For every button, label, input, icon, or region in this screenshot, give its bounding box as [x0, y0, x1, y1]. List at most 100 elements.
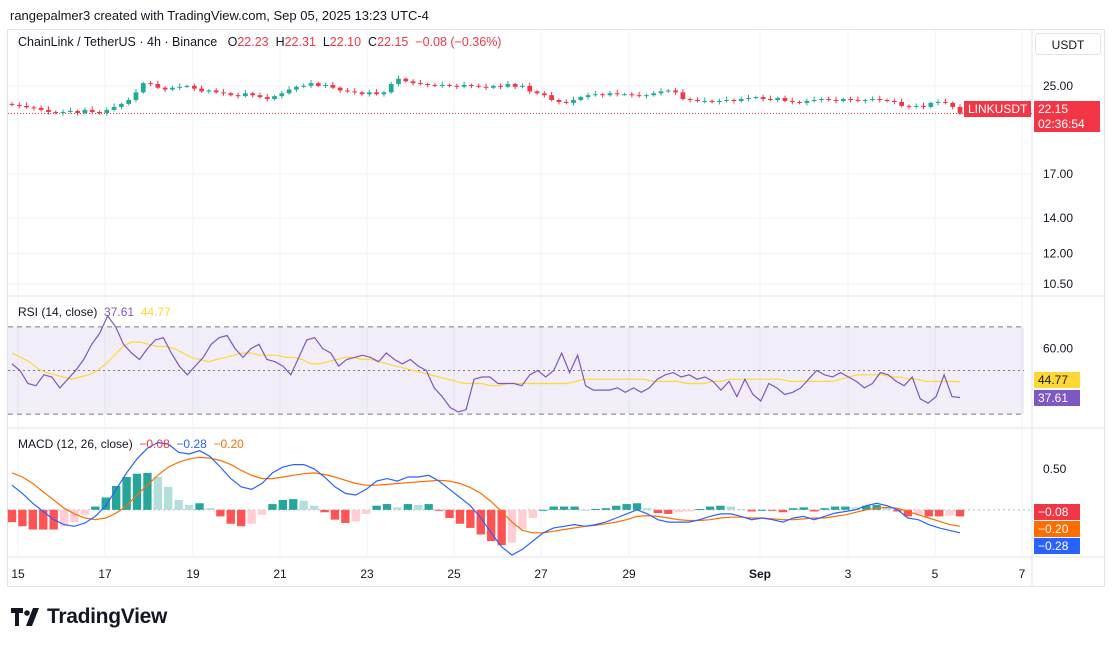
candle-body [89, 109, 95, 112]
candle-body [775, 98, 781, 100]
symbol-label: ChainLink / TetherUS · 4h · Binance [18, 35, 218, 49]
candle-body [148, 83, 153, 85]
currency-button[interactable]: USDT [1035, 33, 1101, 55]
candle-body [884, 99, 890, 101]
macd-histogram-bar [28, 509, 38, 530]
macd-histogram-bar [164, 486, 173, 510]
macd-histogram-bar [424, 504, 433, 510]
macd-histogram-bar [80, 509, 90, 515]
symbol-tag: LINKUSDT [964, 101, 1032, 117]
macd-histogram-bar [18, 509, 27, 527]
price-tick-label: 14.00 [1043, 211, 1073, 225]
macd-histogram-bar [726, 506, 735, 510]
macd-histogram-bar [59, 509, 69, 527]
macd-histogram-bar [507, 509, 517, 543]
macd-histogram-bar [862, 505, 871, 510]
macd-histogram-bar [174, 499, 183, 510]
candle-body [541, 93, 547, 96]
x-tick-label: 21 [273, 567, 287, 581]
candle-body [75, 110, 81, 113]
candle-body [396, 78, 401, 85]
macd-histogram-bar [872, 504, 881, 510]
candle-body [943, 101, 948, 103]
x-tick-label: 17 [98, 567, 112, 581]
price-tick-label: 17.00 [1043, 167, 1073, 181]
x-tick-label: 15 [11, 567, 25, 581]
chart-credit: rangepalmer3 created with TradingView.co… [10, 8, 429, 23]
macd-histogram-bar [205, 508, 215, 510]
candle-body [221, 92, 226, 94]
macd-histogram-bar [122, 476, 131, 510]
macd-histogram-bar [580, 509, 590, 511]
candle-body [855, 99, 861, 101]
tradingview-logo[interactable]: TradingView [11, 605, 167, 629]
x-tick-label: 23 [360, 567, 374, 581]
macd-histogram-bar [664, 509, 673, 514]
macd-tick-label: 0.50 [1043, 462, 1067, 476]
candle-body [746, 98, 751, 100]
candle-body [432, 84, 438, 86]
candle-body [410, 81, 416, 84]
macd-histogram-bar [91, 506, 100, 510]
candle-body [97, 111, 102, 113]
macd-signal-line [11, 456, 961, 534]
candle-body [439, 84, 445, 86]
rsi-ma-legend-value: 44.77 [140, 305, 171, 319]
candle-body [447, 84, 452, 86]
candle-body [337, 87, 343, 91]
candle-body [782, 98, 788, 101]
candle-body [155, 84, 161, 88]
candle-body [359, 92, 365, 95]
candle-body [512, 84, 518, 87]
macd-histogram-bar [101, 497, 110, 510]
macd-histogram-bar [466, 509, 475, 528]
candle-body [476, 85, 482, 87]
candle-body [600, 94, 606, 96]
macd-histogram-bar [226, 509, 235, 524]
price-tick-label: 12.00 [1043, 246, 1073, 260]
rsi-title: RSI (14, close) [18, 305, 98, 319]
candle-body [695, 99, 700, 101]
x-tick-label: Sep [749, 567, 771, 581]
macd-histogram-bar [268, 504, 277, 510]
macd-histogram-bar [393, 507, 402, 510]
macd-histogram-bar [559, 506, 569, 510]
candle-body [490, 85, 496, 88]
candle-body [724, 99, 730, 101]
macd-histogram-bar [476, 509, 485, 535]
candle-body [133, 92, 139, 100]
macd-histogram-bar [945, 509, 954, 516]
x-tick-label: 27 [534, 567, 548, 581]
x-tick-label: 3 [845, 567, 852, 581]
candle-body [738, 99, 744, 101]
candle-body [206, 90, 212, 92]
candle-body [250, 93, 256, 96]
macd-histogram-bar [112, 486, 121, 510]
candle-body [614, 93, 620, 95]
macd-histogram-bar [674, 509, 683, 513]
macd-histogram-bar [705, 506, 715, 510]
price-tick-label: 25.00 [1043, 79, 1073, 93]
macd-histogram-bar [320, 509, 329, 513]
macd-histogram-bar [934, 509, 944, 517]
macd-histogram-bar [195, 503, 204, 510]
candle-body [665, 90, 671, 92]
close-label: C [368, 35, 378, 49]
macd-histogram-bar [757, 509, 767, 511]
open-label: O [227, 35, 238, 49]
candle-body [913, 105, 919, 107]
low-value: 22.10 [329, 35, 362, 49]
macd-histogram-bar [591, 509, 600, 510]
candle-body [235, 95, 241, 97]
macd-histogram-bar [622, 504, 631, 510]
candle-body [891, 100, 897, 102]
candle-body [469, 84, 474, 86]
rsi-pane [8, 314, 1024, 415]
candle-body [403, 78, 409, 82]
macd-histogram-bar [851, 507, 860, 510]
candle-body [702, 100, 708, 102]
candle-body [46, 109, 51, 112]
countdown-tag: 02:36:54 [1034, 116, 1100, 132]
candle-body [819, 99, 824, 101]
